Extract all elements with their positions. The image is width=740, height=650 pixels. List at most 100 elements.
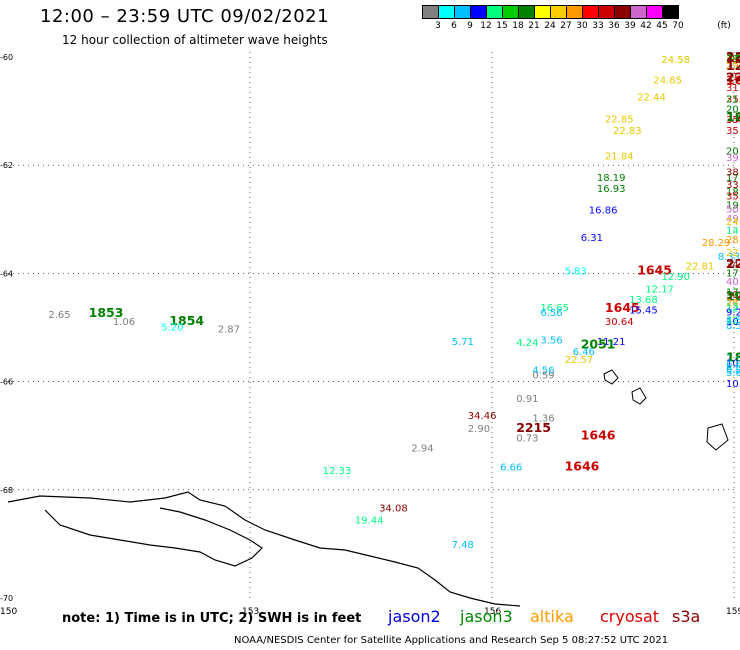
pass-time-label: 1222: [726, 110, 740, 125]
satellite-legend-cryosat: cryosat: [600, 607, 660, 626]
wave-height-value: 3.56: [540, 335, 562, 346]
wave-height-value: 18.19: [597, 173, 626, 184]
page-title: 12:00 – 23:59 UTC 09/02/2021: [40, 6, 330, 27]
wave-height-value: 19.44: [355, 516, 384, 527]
pass-time-label: 1658: [726, 49, 740, 64]
wave-height-value: 39.25: [726, 153, 740, 164]
wave-height-value: 28.83: [726, 235, 740, 246]
wave-height-value: 24.58: [661, 55, 690, 66]
wave-height-value: 35.97: [726, 95, 740, 106]
color-scale-tick: 18: [512, 21, 524, 31]
wave-height-value: 14.24: [726, 226, 740, 237]
pass-time-label: 1645: [637, 263, 672, 278]
wave-height-value: 22.10: [726, 248, 740, 259]
color-scale-tick: 45: [656, 21, 668, 31]
wave-height-value: 40.37: [726, 277, 740, 288]
color-scale-tick: 15: [496, 21, 508, 31]
wave-height-value: 8.53: [726, 321, 740, 332]
longitude-tick-label: 153: [242, 607, 259, 617]
coastline: [7, 369, 729, 607]
wave-height-value: 24.85: [653, 76, 682, 87]
wave-height-value: 5.83: [565, 267, 587, 278]
wave-height-value: 6.08: [726, 364, 740, 375]
wave-height-value: 10.32: [726, 317, 740, 328]
wave-height-value: 2.87: [218, 325, 240, 336]
coastline-antarctica: [7, 491, 521, 607]
wave-height-value: 13.12: [726, 302, 740, 313]
wave-height-value: 17.49: [726, 268, 740, 279]
wave-height-value: 29.48: [726, 61, 740, 72]
longitude-tick-label: 150: [0, 607, 17, 617]
pass-time-label: 2215: [516, 420, 551, 435]
wave-height-value: 4.24: [516, 338, 538, 349]
wave-height-value: 10.4: [726, 379, 740, 390]
wave-height-value: 9.20: [726, 307, 740, 318]
pass-time-label: 1643: [726, 50, 740, 65]
pass-time-label: 1646: [565, 459, 600, 474]
color-scale-tick: 24: [544, 21, 556, 31]
wave-height-value: 5.64: [726, 368, 740, 379]
wave-height-value: 35.36: [726, 115, 740, 126]
latitude-tick-label: -66: [0, 378, 13, 387]
color-scale-bar: [422, 5, 679, 19]
satellite-legend-s3a: s3a: [672, 607, 701, 626]
pass-time-label: 2212: [726, 49, 740, 64]
coastline-bay: [44, 507, 263, 567]
wave-height-value: 31.69: [726, 83, 740, 94]
wave-height-value: 0.91: [516, 394, 538, 405]
pass-time-label: 1853: [89, 305, 124, 320]
satellite-legend-altika: altika: [530, 607, 574, 626]
wave-height-value: 1.06: [113, 317, 135, 328]
color-scale-tick: 42: [640, 21, 652, 31]
color-scale-tick: 6: [451, 21, 457, 31]
wave-height-value: 17.20: [726, 173, 740, 184]
wave-height-value: 21.00: [726, 95, 740, 106]
wave-height-value: 0.73: [516, 433, 538, 444]
wave-height-value: 15.45: [629, 306, 658, 317]
pass-time-label: 2051: [581, 336, 616, 351]
latitude-tick-label: -60: [0, 53, 13, 62]
color-scale-tick: 39: [624, 21, 636, 31]
wave-height-value: 12.66: [726, 303, 740, 314]
wave-height-value: 6.31: [581, 233, 603, 244]
wave-height-value: 20.76: [726, 147, 740, 158]
pass-time-label: 1854: [169, 313, 204, 328]
satellite-legend-jason3: jason3: [460, 607, 513, 626]
latitude-tick-label: -62: [0, 161, 13, 170]
color-scale-tick: 3: [435, 21, 441, 31]
wave-height-value: 8.33: [718, 252, 740, 263]
footnote: note: 1) Time is in UTC; 2) SWH is in fe…: [62, 611, 362, 626]
wave-height-value: 18.12: [726, 187, 740, 198]
wave-height-value: 50.82: [726, 204, 740, 215]
wave-height-value: 34.46: [468, 411, 497, 422]
wave-height-value: 19.91: [726, 54, 740, 65]
wave-height-value: 28.28: [726, 298, 740, 309]
axis-tick-labels: 150153156159162165-60-62-64-66-68-70: [0, 53, 740, 617]
wave-height-value: 34.39: [726, 260, 740, 271]
wave-height-value: 19.66: [726, 201, 740, 212]
wave-height-value: 12.17: [645, 285, 674, 296]
wave-height-value: 12.33: [323, 466, 352, 477]
island-balleny-2: [631, 387, 647, 405]
wave-height-value: 10.81: [726, 359, 740, 370]
wave-height-value: 6.46: [573, 347, 595, 358]
wave-height-value: 22.85: [605, 115, 634, 126]
color-scale-cell: [662, 5, 679, 19]
wave-height-value: 6.61: [726, 360, 740, 371]
wave-height-value: 21.84: [605, 151, 634, 162]
wave-height-value: 24.20: [726, 217, 740, 228]
wave-height-value: 16.86: [589, 206, 618, 217]
color-scale-tick: 21: [528, 21, 540, 31]
pass-time-label: 2052: [726, 289, 740, 304]
wave-height-value: 22.44: [637, 92, 666, 103]
pass-time-label: 2213: [726, 70, 740, 85]
color-scale-tick: 12: [480, 21, 492, 31]
pass-time-label: 1645: [605, 300, 640, 315]
wave-height-value: 49.00: [726, 214, 740, 225]
wave-height-value: 5.71: [452, 337, 474, 348]
wave-height-value: 5.20: [161, 322, 183, 333]
map-grid: [8, 52, 738, 600]
island-balleny-1: [603, 369, 619, 385]
